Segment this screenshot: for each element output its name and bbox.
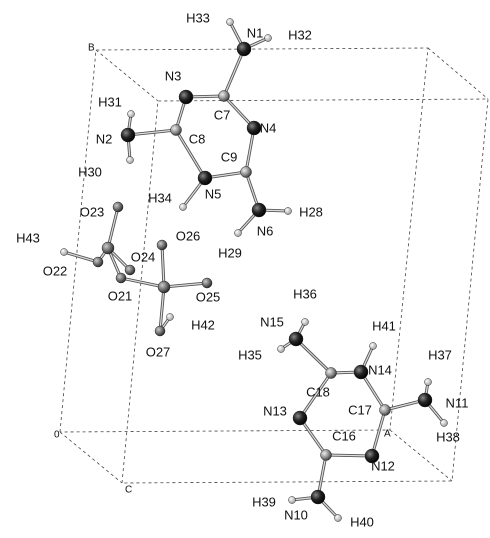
atom — [121, 128, 135, 142]
atom-label: H35 — [238, 347, 262, 362]
atom-label: N2 — [96, 131, 113, 146]
atom-label: C18 — [306, 384, 330, 399]
atom-label: O24 — [131, 249, 156, 264]
atom-label: N4 — [260, 120, 277, 135]
atom-label: O27 — [146, 344, 171, 359]
atom-label: O25 — [196, 289, 221, 304]
atom — [311, 490, 325, 504]
atom — [235, 230, 242, 237]
atom — [113, 202, 123, 212]
atom-label: H33 — [186, 10, 210, 25]
atom — [289, 332, 303, 346]
bond — [296, 339, 331, 373]
atom-label: C9 — [221, 149, 238, 164]
atom-label: H32 — [288, 27, 312, 42]
atom-label: H37 — [428, 347, 452, 362]
atom — [158, 281, 170, 293]
atom-label: H31 — [98, 94, 122, 109]
atom — [128, 111, 135, 118]
atom — [61, 249, 68, 256]
atom — [326, 368, 337, 379]
atom-label: C17 — [348, 402, 372, 417]
atom — [93, 257, 103, 267]
bond — [108, 207, 118, 248]
atom — [354, 365, 368, 379]
atom-label: N10 — [284, 507, 308, 522]
bond — [64, 252, 98, 262]
atom-label: O22 — [43, 263, 68, 278]
axis-label: B — [88, 43, 95, 54]
atom — [252, 203, 266, 217]
atom — [102, 242, 114, 254]
axis-label: 0 — [54, 430, 60, 441]
atom-label: N1 — [247, 25, 264, 40]
atom — [321, 450, 332, 461]
atom — [289, 497, 296, 504]
atom-label: C16 — [332, 428, 356, 443]
atom — [418, 393, 432, 407]
atom-label: H38 — [436, 429, 460, 444]
atom — [219, 91, 230, 102]
atom-label: C8 — [189, 131, 206, 146]
atom-label: N11 — [446, 395, 469, 410]
atom-label: H34 — [148, 190, 172, 205]
crystal-structure: B 0 C A H33 N1 H32 N3 C7 N4 H31 N2 C8 H30 C9 N5 H34 N… — [0, 0, 490, 533]
atom — [302, 319, 309, 326]
atom-label: H40 — [350, 514, 374, 529]
atom-label: N15 — [260, 314, 284, 329]
atom — [335, 515, 342, 522]
atom — [180, 204, 187, 211]
axis-label: C — [125, 485, 132, 496]
atom-label: C7 — [214, 107, 231, 122]
atom-label: H29 — [218, 245, 242, 260]
atom-label: O23 — [80, 204, 105, 219]
atom — [202, 278, 212, 288]
atom — [198, 171, 212, 185]
atom-label: O21 — [108, 288, 133, 303]
atom — [265, 35, 272, 42]
atom-label: N13 — [263, 403, 287, 418]
atom — [285, 208, 292, 215]
atom — [116, 273, 126, 283]
atom-label: N14 — [368, 362, 392, 377]
atom — [155, 326, 165, 336]
atom — [237, 42, 251, 56]
atom-label: H43 — [16, 230, 40, 245]
atom-label: N3 — [165, 68, 182, 83]
atom — [179, 90, 193, 104]
atom — [425, 379, 432, 386]
atom — [293, 411, 307, 425]
atom-label: N6 — [257, 223, 274, 238]
bond — [121, 278, 164, 287]
atom — [278, 346, 285, 353]
atom — [167, 314, 174, 321]
atom — [127, 157, 134, 164]
atom-label: H28 — [299, 204, 323, 219]
atom — [227, 19, 234, 26]
atom — [125, 265, 135, 275]
atom — [241, 167, 252, 178]
atom — [380, 405, 391, 416]
atom — [370, 343, 377, 350]
cell-edge — [96, 50, 158, 101]
axis-label: A — [384, 429, 391, 440]
bond — [224, 49, 244, 96]
atom-label: H41 — [372, 318, 396, 333]
atom-label: N5 — [205, 186, 222, 201]
atom — [171, 125, 182, 136]
atom-label: H42 — [191, 317, 215, 332]
atom — [441, 420, 448, 427]
atom — [157, 240, 167, 250]
atom-label: N12 — [371, 458, 395, 473]
cell-edge — [60, 432, 122, 483]
cell-edge — [428, 48, 488, 99]
atom-label: H39 — [252, 494, 276, 509]
atom-label: H30 — [78, 164, 102, 179]
atom-label: O26 — [176, 228, 201, 243]
atom-label: H36 — [293, 286, 317, 301]
